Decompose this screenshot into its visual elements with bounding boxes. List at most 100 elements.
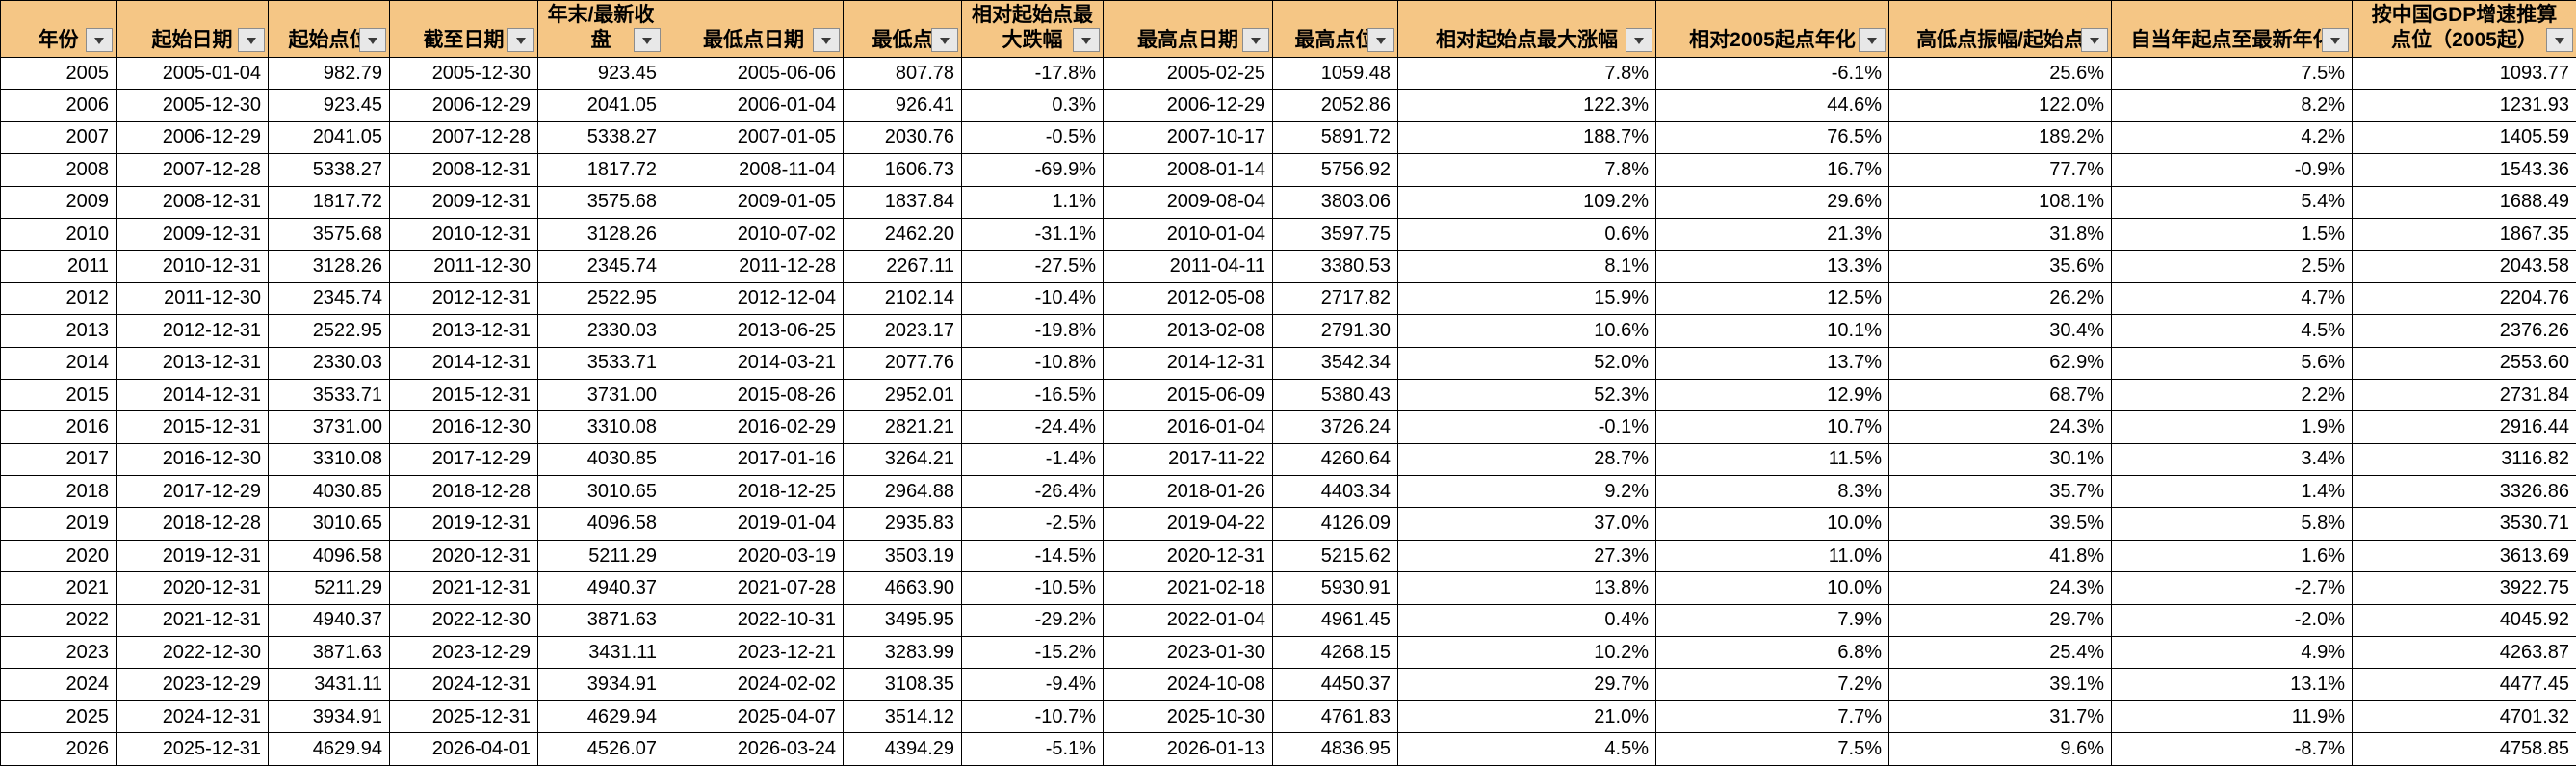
table-cell-start-value[interactable]: 3871.63 (269, 637, 390, 669)
year-cell[interactable]: 2018 (1, 476, 117, 508)
table-cell-low-value[interactable]: 3503.19 (844, 540, 962, 571)
table-cell-max-drawdown[interactable]: -2.5% (962, 508, 1104, 540)
table-cell-start-value[interactable]: 3731.00 (269, 411, 390, 443)
table-cell-max-gain[interactable]: 9.2% (1398, 476, 1656, 508)
table-cell-low-date[interactable]: 2021-07-28 (664, 572, 844, 604)
year-cell[interactable]: 2024 (1, 669, 117, 700)
year-cell[interactable]: 2023 (1, 637, 117, 669)
table-cell-high-value[interactable]: 1059.48 (1273, 58, 1398, 90)
table-cell-max-drawdown[interactable]: -0.5% (962, 121, 1104, 153)
table-cell-start-date[interactable]: 2017-12-29 (117, 476, 269, 508)
table-cell-close-value[interactable]: 3431.11 (538, 637, 664, 669)
table-cell-low-date[interactable]: 2014-03-21 (664, 347, 844, 379)
table-cell-low-date[interactable]: 2011-12-28 (664, 251, 844, 282)
table-cell-gdp-projected-value[interactable]: 2043.58 (2353, 251, 2576, 282)
table-cell-amplitude[interactable]: 108.1% (1889, 186, 2112, 218)
table-cell-gdp-projected-value[interactable]: 2916.44 (2353, 411, 2576, 443)
table-cell-start-date[interactable]: 2013-12-31 (117, 347, 269, 379)
table-cell-annualized-from-2005[interactable]: 21.3% (1656, 218, 1889, 250)
table-cell-ytd-annualized[interactable]: 5.8% (2112, 508, 2353, 540)
table-cell-start-date[interactable]: 2007-12-28 (117, 154, 269, 186)
table-cell-low-date[interactable]: 2020-03-19 (664, 540, 844, 571)
filter-dropdown-button[interactable] (359, 28, 386, 52)
table-cell-max-gain[interactable]: 21.0% (1398, 700, 1656, 732)
column-header-start-date[interactable]: 起始日期 (117, 1, 269, 58)
column-header-ytd-annualized[interactable]: 自当年起点至最新年化 (2112, 1, 2353, 58)
table-cell-gdp-projected-value[interactable]: 3613.69 (2353, 540, 2576, 571)
table-cell-low-value[interactable]: 2023.17 (844, 315, 962, 347)
table-cell-amplitude[interactable]: 68.7% (1889, 379, 2112, 410)
table-cell-amplitude[interactable]: 122.0% (1889, 90, 2112, 121)
table-cell-ytd-annualized[interactable]: 2.5% (2112, 251, 2353, 282)
table-cell-max-gain[interactable]: 109.2% (1398, 186, 1656, 218)
table-cell-ytd-annualized[interactable]: 4.2% (2112, 121, 2353, 153)
table-cell-max-gain[interactable]: 15.9% (1398, 282, 1656, 314)
table-cell-max-gain[interactable]: 29.7% (1398, 669, 1656, 700)
table-cell-close-value[interactable]: 3010.65 (538, 476, 664, 508)
table-cell-annualized-from-2005[interactable]: 16.7% (1656, 154, 1889, 186)
column-header-low-date[interactable]: 最低点日期 (664, 1, 844, 58)
table-cell-close-value[interactable]: 3575.68 (538, 186, 664, 218)
table-cell-high-value[interactable]: 3803.06 (1273, 186, 1398, 218)
table-cell-max-gain[interactable]: 10.2% (1398, 637, 1656, 669)
table-cell-low-date[interactable]: 2015-08-26 (664, 379, 844, 410)
year-cell[interactable]: 2005 (1, 58, 117, 90)
table-cell-ytd-annualized[interactable]: 1.9% (2112, 411, 2353, 443)
table-cell-low-value[interactable]: 2030.76 (844, 121, 962, 153)
table-cell-gdp-projected-value[interactable]: 2376.26 (2353, 315, 2576, 347)
table-cell-start-date[interactable]: 2019-12-31 (117, 540, 269, 571)
table-cell-low-date[interactable]: 2024-02-02 (664, 669, 844, 700)
table-cell-close-value[interactable]: 3731.00 (538, 379, 664, 410)
table-cell-annualized-from-2005[interactable]: 10.0% (1656, 508, 1889, 540)
table-cell-annualized-from-2005[interactable]: 29.6% (1656, 186, 1889, 218)
table-cell-annualized-from-2005[interactable]: 11.0% (1656, 540, 1889, 571)
filter-dropdown-button[interactable] (1859, 28, 1886, 52)
table-cell-start-date[interactable]: 2010-12-31 (117, 251, 269, 282)
table-cell-close-value[interactable]: 3533.71 (538, 347, 664, 379)
table-cell-gdp-projected-value[interactable]: 3922.75 (2353, 572, 2576, 604)
year-cell[interactable]: 2013 (1, 315, 117, 347)
table-cell-low-value[interactable]: 1606.73 (844, 154, 962, 186)
table-cell-close-value[interactable]: 4096.58 (538, 508, 664, 540)
table-cell-max-drawdown[interactable]: -69.9% (962, 154, 1104, 186)
year-cell[interactable]: 2019 (1, 508, 117, 540)
year-cell[interactable]: 2014 (1, 347, 117, 379)
table-cell-low-date[interactable]: 2010-07-02 (664, 218, 844, 250)
table-cell-end-date[interactable]: 2024-12-31 (390, 669, 538, 700)
table-cell-start-date[interactable]: 2016-12-30 (117, 443, 269, 475)
table-cell-high-value[interactable]: 3726.24 (1273, 411, 1398, 443)
table-cell-start-value[interactable]: 5211.29 (269, 572, 390, 604)
table-cell-low-value[interactable]: 3514.12 (844, 700, 962, 732)
table-cell-low-date[interactable]: 2008-11-04 (664, 154, 844, 186)
table-cell-low-date[interactable]: 2016-02-29 (664, 411, 844, 443)
table-cell-high-date[interactable]: 2025-10-30 (1104, 700, 1273, 732)
table-cell-low-value[interactable]: 1837.84 (844, 186, 962, 218)
table-cell-end-date[interactable]: 2020-12-31 (390, 540, 538, 571)
table-cell-gdp-projected-value[interactable]: 2204.76 (2353, 282, 2576, 314)
table-cell-low-date[interactable]: 2017-01-16 (664, 443, 844, 475)
table-cell-start-value[interactable]: 3128.26 (269, 251, 390, 282)
table-cell-ytd-annualized[interactable]: 2.2% (2112, 379, 2353, 410)
table-cell-start-date[interactable]: 2014-12-31 (117, 379, 269, 410)
table-cell-high-date[interactable]: 2017-11-22 (1104, 443, 1273, 475)
table-cell-start-value[interactable]: 2330.03 (269, 347, 390, 379)
table-cell-amplitude[interactable]: 35.6% (1889, 251, 2112, 282)
filter-dropdown-button[interactable] (2081, 28, 2108, 52)
table-cell-annualized-from-2005[interactable]: 8.3% (1656, 476, 1889, 508)
table-cell-low-date[interactable]: 2026-03-24 (664, 733, 844, 765)
table-cell-max-drawdown[interactable]: -26.4% (962, 476, 1104, 508)
table-cell-start-date[interactable]: 2020-12-31 (117, 572, 269, 604)
table-cell-ytd-annualized[interactable]: -2.7% (2112, 572, 2353, 604)
table-cell-start-value[interactable]: 2041.05 (269, 121, 390, 153)
table-cell-amplitude[interactable]: 9.6% (1889, 733, 2112, 765)
table-cell-start-value[interactable]: 982.79 (269, 58, 390, 90)
table-cell-high-value[interactable]: 5930.91 (1273, 572, 1398, 604)
table-cell-low-value[interactable]: 3264.21 (844, 443, 962, 475)
table-cell-max-drawdown[interactable]: -10.4% (962, 282, 1104, 314)
table-cell-amplitude[interactable]: 31.7% (1889, 700, 2112, 732)
table-cell-ytd-annualized[interactable]: 13.1% (2112, 669, 2353, 700)
table-cell-annualized-from-2005[interactable]: 44.6% (1656, 90, 1889, 121)
table-cell-ytd-annualized[interactable]: 5.6% (2112, 347, 2353, 379)
column-header-low-value[interactable]: 最低点 (844, 1, 962, 58)
table-cell-end-date[interactable]: 2026-04-01 (390, 733, 538, 765)
